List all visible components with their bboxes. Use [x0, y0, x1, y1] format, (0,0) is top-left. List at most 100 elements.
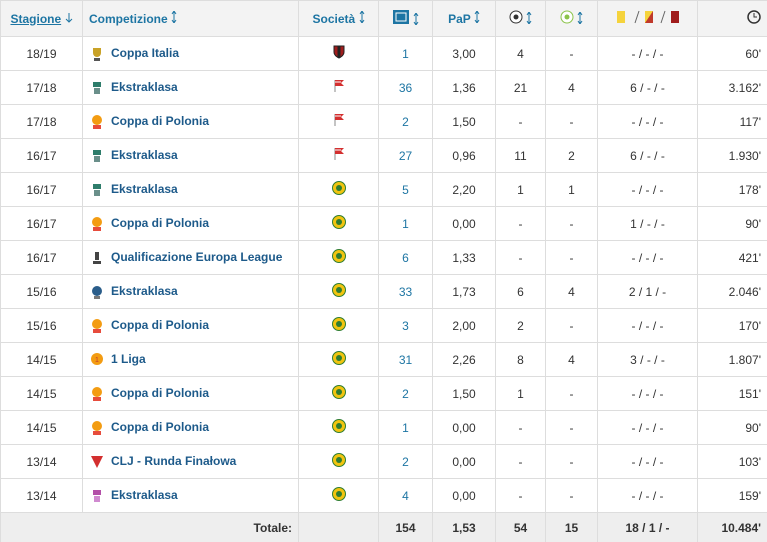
sort-icon	[359, 10, 364, 24]
club-icon[interactable]	[331, 418, 347, 434]
competition-header[interactable]: Competizione	[82, 0, 299, 37]
competition-cell: CLJ - Runda Finałowa	[82, 444, 299, 479]
competition-cell: Qualificazione Europa League	[82, 240, 299, 275]
goals-header[interactable]	[495, 0, 546, 37]
club-icon[interactable]	[331, 452, 347, 468]
ppg: 1,33	[432, 240, 496, 275]
competition[interactable]: 1 Liga	[111, 351, 146, 366]
club-icon[interactable]	[331, 44, 347, 60]
competition-icon	[93, 251, 101, 264]
apps[interactable]: 6	[378, 240, 433, 275]
club-icon[interactable]	[331, 146, 347, 162]
apps[interactable]: 1	[378, 206, 433, 241]
club-icon[interactable]	[331, 486, 347, 502]
cards: - / - / -	[597, 172, 698, 207]
apps[interactable]: 31	[378, 342, 433, 377]
header-text: PaP	[448, 12, 471, 26]
club-cell	[298, 308, 379, 343]
sort-icon	[474, 10, 480, 24]
apps[interactable]: 2	[378, 104, 433, 139]
club-icon[interactable]	[331, 282, 347, 298]
season: 14/15	[0, 376, 83, 411]
apps[interactable]: 27	[378, 138, 433, 173]
goals: 1	[495, 376, 546, 411]
minutes: 1.930'	[697, 138, 767, 173]
club-icon[interactable]	[331, 180, 347, 196]
cell	[298, 512, 379, 542]
competition[interactable]: Qualificazione Europa League	[111, 249, 283, 264]
club-icon[interactable]	[331, 316, 347, 332]
goals: -	[495, 240, 546, 275]
row: 14/15 1 1 Liga 31 2,26 8 4 3 / - / -1.807'	[0, 342, 767, 377]
club-icon[interactable]	[331, 214, 347, 230]
assists: -	[545, 308, 598, 343]
competition[interactable]: Coppa di Polonia	[111, 215, 209, 230]
sort-icon	[526, 11, 532, 25]
row: 17/18 Coppa di Polonia 2 1,50- - - / - / -117…	[0, 104, 767, 139]
assists: -	[545, 36, 598, 71]
ppg: 3,00	[432, 36, 496, 71]
apps[interactable]: 2	[378, 444, 433, 479]
competition-cell: 1 1 Liga	[82, 342, 299, 377]
ppg: 0,96	[432, 138, 496, 173]
apps[interactable]: 33	[378, 274, 433, 309]
ppg: 2,00	[432, 308, 496, 343]
goals: -	[495, 206, 546, 241]
row: 16/17 Ekstraklasa 5 2,20 1 1- / - / -178'	[0, 172, 767, 207]
apps[interactable]: 5	[378, 172, 433, 207]
total-cards: 18 / 1 / -	[597, 512, 698, 542]
apps[interactable]: 4	[378, 478, 433, 513]
season-header[interactable]: Stagione	[0, 0, 83, 37]
club-cell	[298, 410, 379, 445]
apps[interactable]: 1	[378, 410, 433, 445]
competition[interactable]: Ekstraklasa	[111, 79, 178, 94]
apps[interactable]: 3	[378, 308, 433, 343]
minutes: 159'	[697, 478, 767, 513]
apps[interactable]: 2	[378, 376, 433, 411]
club-icon[interactable]	[331, 112, 347, 128]
competition[interactable]: Coppa Italia	[111, 45, 180, 60]
competition[interactable]: Ekstraklasa	[111, 181, 178, 196]
total-apps: 154	[378, 512, 433, 542]
competition[interactable]: Ekstraklasa	[111, 147, 178, 162]
goals: 6	[495, 274, 546, 309]
club-icon[interactable]	[331, 78, 347, 94]
apps[interactable]: 1	[378, 36, 433, 71]
competition[interactable]: Coppa di Polonia	[111, 317, 209, 332]
competition-cell: Ekstraklasa	[82, 172, 299, 207]
goals: 21	[495, 70, 546, 105]
cards: 2 / 1 / -	[597, 274, 698, 309]
competition[interactable]: Ekstraklasa	[111, 487, 178, 502]
competition[interactable]: Coppa di Polonia	[111, 113, 209, 128]
cards-icon	[616, 10, 679, 24]
ppg-header[interactable]: PaP	[432, 0, 496, 37]
competition-cell: Coppa di Polonia	[82, 410, 299, 445]
club-header[interactable]: Società	[298, 0, 379, 37]
competition[interactable]: Coppa di Polonia	[111, 419, 209, 434]
ppg: 2,26	[432, 342, 496, 377]
club-icon[interactable]	[331, 350, 347, 366]
season: 16/17	[0, 240, 83, 275]
svg-text:1: 1	[95, 357, 99, 364]
competition[interactable]: CLJ - Runda Finałowa	[111, 453, 237, 468]
competition[interactable]: Ekstraklasa	[111, 283, 178, 298]
assists-header[interactable]	[545, 0, 598, 37]
club-icon[interactable]	[331, 248, 347, 264]
competition-icon	[92, 114, 102, 129]
assists: -	[545, 478, 598, 513]
competition-cell: Coppa di Polonia	[82, 104, 299, 139]
competition[interactable]: Coppa di Polonia	[111, 385, 209, 400]
cards: - / - / -	[597, 444, 698, 479]
row: 16/17 Qualificazione Europa League 6 1,33- -…	[0, 240, 767, 275]
goals: -	[495, 478, 546, 513]
apps-header[interactable]	[378, 0, 433, 37]
header-text: Competizione	[89, 12, 168, 26]
apps[interactable]: 36	[378, 70, 433, 105]
minutes: 1.807'	[697, 342, 767, 377]
competition-icon	[92, 420, 102, 435]
goals: -	[495, 444, 546, 479]
club-icon[interactable]	[331, 384, 347, 400]
season: 13/14	[0, 444, 83, 479]
club-cell	[298, 444, 379, 479]
